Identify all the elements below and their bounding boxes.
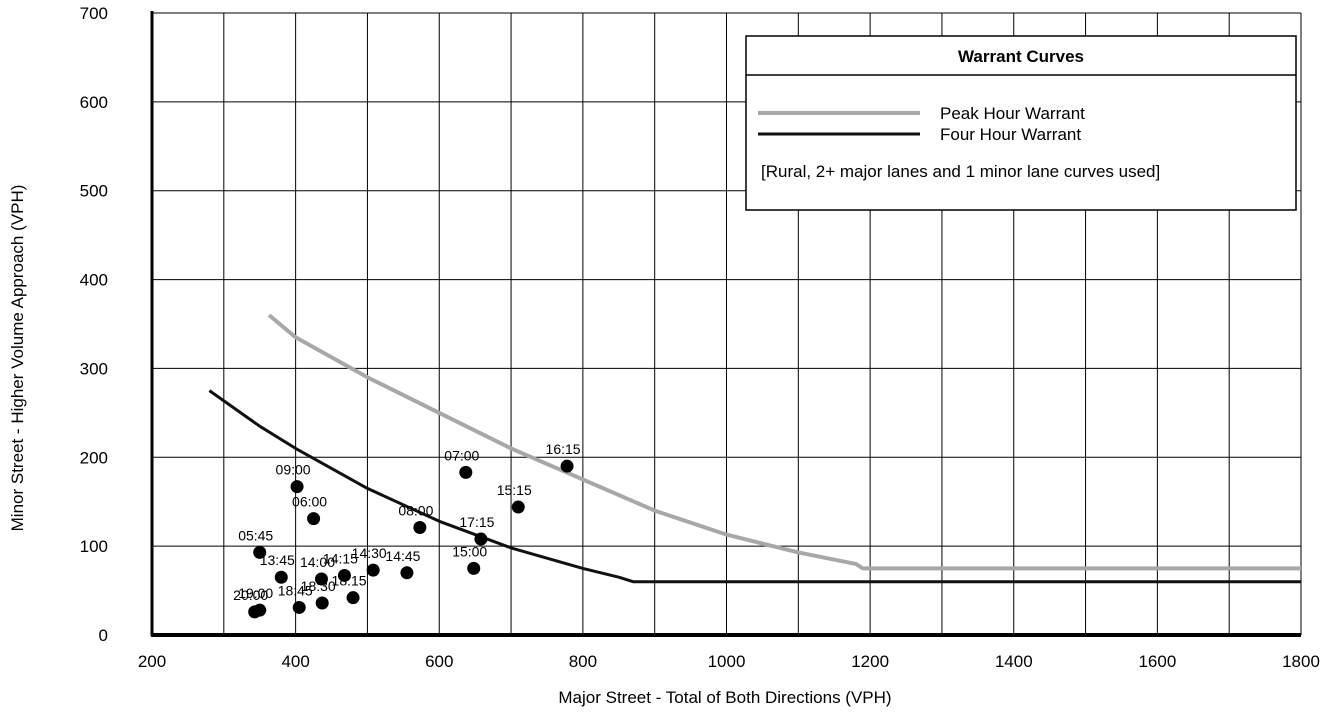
data-point-0700 (459, 465, 473, 479)
x-tick-label-1400: 1400 (995, 652, 1033, 671)
legend: Warrant Curves Peak Hour Warrant Four Ho… (745, 35, 1297, 211)
data-point-1415 (337, 568, 351, 582)
data-point-1500 (467, 561, 481, 575)
data-label-1500: 15:00 (452, 543, 487, 559)
data-label-1845: 18:45 (278, 582, 313, 598)
data-label-1900: 19:00 (238, 585, 273, 601)
data-label-0800: 08:00 (398, 502, 433, 518)
legend-title: Warrant Curves (958, 47, 1084, 66)
data-point-1845 (292, 600, 306, 614)
data-point-1430 (366, 563, 380, 577)
x-tick-label-400: 400 (281, 652, 309, 671)
data-point-1515 (511, 500, 525, 514)
data-label-0600: 06:00 (292, 494, 327, 510)
data-label-2000: 20:00 (233, 587, 268, 603)
data-point-0800 (413, 520, 427, 534)
data-point-1715 (474, 532, 488, 546)
data-label-1815: 18:15 (332, 573, 367, 589)
warrant-curves (208, 313, 1301, 584)
data-point-1345 (274, 570, 288, 584)
data-label-1515: 15:15 (497, 482, 532, 498)
x-tick-label-200: 200 (138, 652, 166, 671)
data-point-0900 (290, 480, 304, 494)
y-tick-label-300: 300 (80, 359, 108, 378)
data-label-0700: 07:00 (444, 447, 479, 463)
curve-four-hour-warrant (208, 389, 1301, 584)
y-axis-title: Minor Street - Higher Volume Approach (V… (8, 185, 27, 532)
data-label-1430: 14:30 (352, 545, 387, 561)
x-tick-label-1600: 1600 (1138, 652, 1176, 671)
y-tick-label-600: 600 (80, 93, 108, 112)
y-tick-labels: 0 100 200 300 400 500 600 700 (80, 4, 108, 645)
legend-label-peak-hour: Peak Hour Warrant (940, 104, 1085, 123)
y-tick-label-400: 400 (80, 271, 108, 290)
x-tick-label-1000: 1000 (708, 652, 746, 671)
data-label-1400: 14:00 (300, 554, 335, 570)
data-label-1715: 17:15 (459, 514, 494, 530)
legend-note: [Rural, 2+ major lanes and 1 minor lane … (761, 162, 1160, 181)
y-tick-label-0: 0 (99, 626, 108, 645)
data-label-0900: 09:00 (276, 462, 311, 478)
data-label-1415: 14:15 (323, 550, 358, 566)
data-label-0545: 05:45 (238, 527, 273, 543)
data-point-1445 (400, 566, 414, 580)
data-point-0545 (253, 545, 267, 559)
data-label-1615: 16:15 (546, 441, 581, 457)
data-point-1830 (315, 596, 329, 610)
data-label-1830: 18:30 (301, 578, 336, 594)
y-tick-label-100: 100 (80, 537, 108, 556)
y-tick-label-700: 700 (80, 4, 108, 23)
axes (150, 11, 1301, 637)
curve-peak-hour-warrant (267, 313, 1301, 571)
legend-label-four-hour: Four Hour Warrant (940, 125, 1081, 144)
legend-box (745, 35, 1297, 211)
data-label-1445: 14:45 (385, 548, 420, 564)
y-tick-label-200: 200 (80, 448, 108, 467)
data-point-1615 (560, 459, 574, 473)
x-tick-label-600: 600 (425, 652, 453, 671)
x-axis-title: Major Street - Total of Both Directions … (558, 688, 891, 707)
x-tick-label-1200: 1200 (851, 652, 889, 671)
data-point-1400 (314, 572, 328, 586)
x-tick-label-800: 800 (569, 652, 597, 671)
data-point-0600 (307, 512, 321, 526)
data-label-1345: 13:45 (260, 552, 295, 568)
data-point-1815 (346, 591, 360, 605)
x-tick-label-1800: 1800 (1282, 652, 1320, 671)
data-point-2000 (248, 605, 262, 619)
data-points: 16:15 07:00 09:00 15:15 06:00 08:00 17:15 05:45… (233, 441, 581, 619)
x-tick-labels: 200 400 600 800 1000 1200 1400 1600 1800 (138, 652, 1320, 671)
y-tick-label-500: 500 (80, 182, 108, 201)
